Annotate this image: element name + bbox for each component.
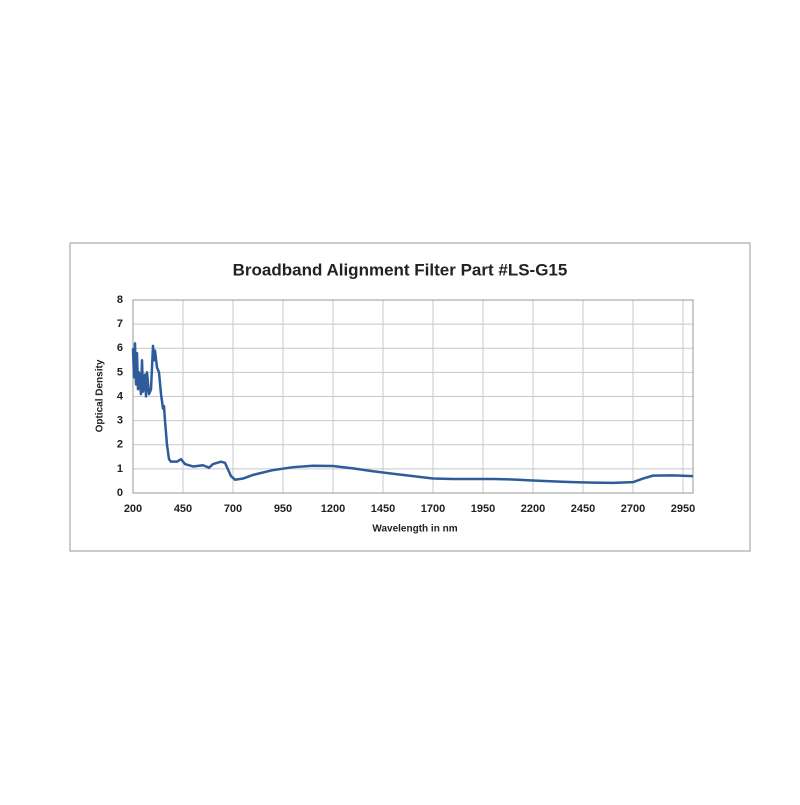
data-line [131, 342, 694, 485]
x-tick-label: 950 [274, 503, 292, 515]
y-tick-label: 2 [117, 439, 123, 451]
x-axis-label: Wavelength in nm [372, 524, 457, 535]
y-tick-label: 1 [117, 463, 123, 475]
y-tick-label: 8 [117, 294, 123, 306]
x-tick-label: 1950 [471, 503, 495, 515]
y-tick-label: 4 [117, 390, 124, 402]
y-axis-label: Optical Density [95, 359, 106, 432]
x-tick-label: 1200 [321, 503, 345, 515]
x-tick-label: 1450 [371, 503, 395, 515]
y-tick-label: 6 [117, 342, 123, 354]
plot-border [132, 299, 694, 494]
chart-title: Broadband Alignment Filter Part #LS-G15 [233, 260, 568, 279]
y-tick-label: 3 [117, 415, 123, 427]
y-tick-label: 0 [117, 487, 123, 499]
x-tick-label: 450 [174, 503, 192, 515]
y-tick-label: 7 [117, 318, 123, 330]
x-tick-label: 2450 [571, 503, 595, 515]
x-tick-label: 2950 [671, 503, 695, 515]
x-tick-label: 200 [124, 503, 142, 515]
x-tick-label: 2700 [621, 503, 645, 515]
x-tick-label: 1700 [421, 503, 445, 515]
y-tick-label: 5 [117, 366, 123, 378]
x-tick-label: 700 [224, 503, 242, 515]
x-tick-label: 2200 [521, 503, 545, 515]
